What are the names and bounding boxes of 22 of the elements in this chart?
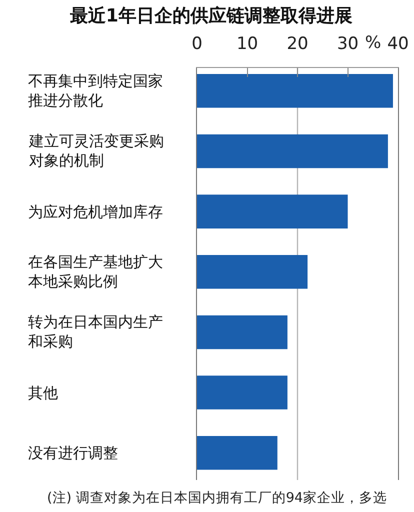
bar (197, 74, 393, 108)
bar (197, 255, 308, 289)
y-tick-label: 在各国生产基地扩大本地采购比例 (28, 253, 163, 290)
bar (197, 315, 288, 350)
x-tick-label: 0 (192, 34, 202, 54)
bar (197, 436, 278, 470)
bar (197, 134, 388, 168)
y-tick-label: 转为在日本国内生产和采购 (28, 313, 163, 350)
x-axis-title: % (365, 33, 382, 53)
y-tick-label: 为应对危机增加库存 (28, 203, 163, 221)
y-tick-label: 不再集中到特定国家推进分散化 (28, 72, 163, 110)
x-tick-label: 20 (286, 34, 308, 54)
bar (197, 194, 348, 228)
x-tick-label: 40 (387, 34, 409, 54)
y-tick-label: 没有进行调整 (28, 444, 118, 462)
text: (注) 调查对象为在日本国内拥有工厂的94家企业，多选 (47, 490, 388, 506)
x-tick-label: 30 (336, 34, 359, 54)
chart-title: 最近1年日企的供应链调整取得进展 (68, 6, 352, 27)
bar (197, 376, 288, 410)
x-tick-label: 10 (236, 34, 258, 54)
y-tick-label: 其他 (28, 384, 58, 402)
y-tick-label: 建立可灵活变更采购对象的机制 (28, 132, 164, 170)
